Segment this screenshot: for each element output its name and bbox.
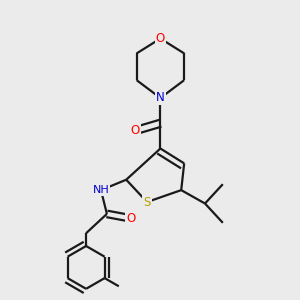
Text: S: S (143, 196, 151, 208)
Text: O: O (156, 32, 165, 45)
Text: NH: NH (93, 185, 109, 195)
Text: O: O (130, 124, 140, 137)
Text: N: N (156, 92, 165, 104)
Text: O: O (126, 212, 135, 225)
